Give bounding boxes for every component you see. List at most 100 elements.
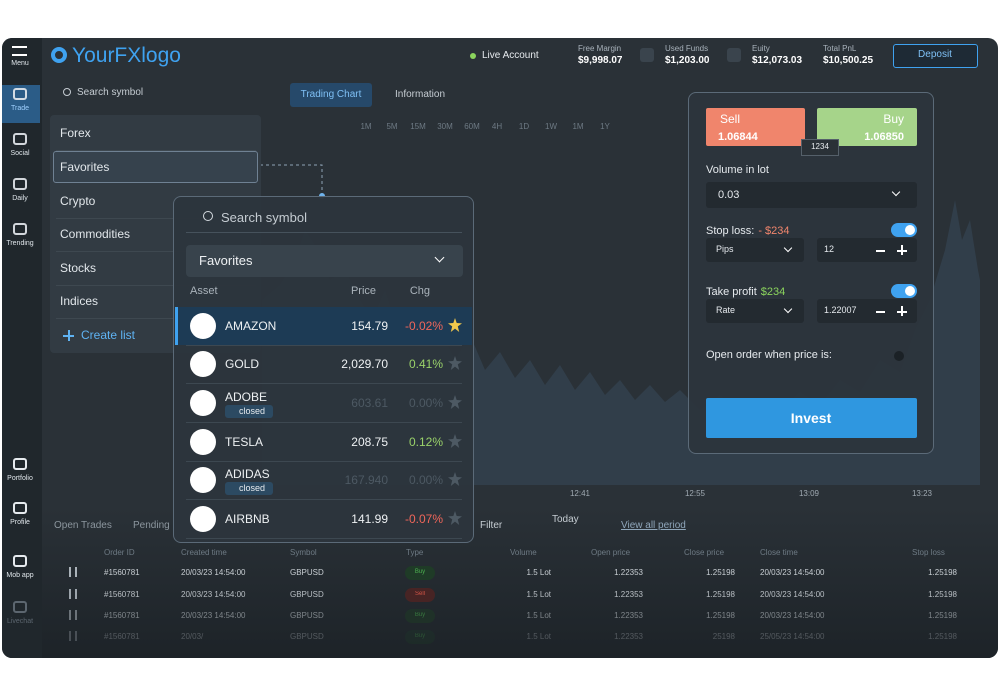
table-cell: 1.25198 bbox=[928, 632, 957, 641]
timeframe[interactable]: 1W bbox=[545, 122, 557, 131]
sell-button[interactable] bbox=[706, 108, 805, 146]
category-item[interactable]: Forex bbox=[60, 126, 91, 140]
value-text[interactable]: 12 bbox=[824, 244, 835, 254]
sidebar-icon bbox=[13, 88, 27, 100]
list-dropdown[interactable] bbox=[186, 245, 463, 277]
table-cell: GBPUSD bbox=[290, 590, 324, 599]
category-item[interactable]: Crypto bbox=[60, 194, 96, 208]
category-item[interactable]: Stocks bbox=[60, 261, 97, 275]
invest-button[interactable] bbox=[706, 398, 917, 438]
row-divider bbox=[186, 345, 462, 346]
table-cell: 1.5 Lot bbox=[526, 632, 551, 641]
category-item[interactable]: Favorites bbox=[60, 160, 110, 174]
chart-tab[interactable]: Information bbox=[395, 89, 446, 100]
asset-name[interactable]: AMAZON bbox=[225, 319, 277, 333]
sidebar-label[interactable]: Livechat bbox=[6, 618, 34, 625]
category-divider bbox=[56, 318, 256, 319]
filter-select[interactable]: Filter bbox=[480, 520, 503, 531]
list-dropdown-label[interactable]: Favorites bbox=[199, 253, 253, 268]
sidebar-bg bbox=[2, 38, 42, 658]
minus-button[interactable] bbox=[876, 250, 885, 252]
unit-label[interactable]: Rate bbox=[716, 305, 736, 315]
sell-label[interactable]: Sell bbox=[720, 112, 741, 126]
unit-select[interactable] bbox=[706, 238, 804, 262]
plus-button[interactable] bbox=[901, 306, 903, 316]
table-header: Created time bbox=[181, 548, 227, 557]
plus-button[interactable] bbox=[901, 245, 903, 255]
timeframe[interactable]: 15M bbox=[410, 122, 426, 131]
asset-name[interactable]: ADIDAS bbox=[225, 467, 270, 481]
deposit-button[interactable] bbox=[893, 44, 978, 68]
column-header[interactable]: Chg bbox=[409, 285, 430, 297]
sidebar-icon bbox=[13, 133, 27, 145]
table-cell: #1560781 bbox=[104, 568, 140, 577]
type-badge bbox=[405, 566, 435, 580]
asset-change: 0.00% bbox=[408, 396, 443, 410]
table-cell: 1.5 Lot bbox=[526, 611, 551, 620]
timeframe[interactable]: 5M bbox=[386, 122, 398, 131]
asset-logo bbox=[190, 351, 216, 377]
timeframe[interactable]: 1M bbox=[360, 122, 372, 131]
sidebar-label[interactable]: Trade bbox=[10, 105, 30, 112]
category-selected[interactable] bbox=[53, 151, 258, 183]
period-select[interactable]: Today bbox=[552, 514, 579, 525]
timeframe[interactable]: 60M bbox=[464, 122, 480, 131]
sidebar-label[interactable]: Profile bbox=[10, 519, 30, 526]
trades-tab[interactable]: Pending bbox=[133, 520, 170, 531]
timeframe[interactable]: 1Y bbox=[600, 122, 610, 131]
table-cell: 20/03/23 14:54:00 bbox=[181, 590, 246, 599]
deposit-label[interactable]: Deposit bbox=[918, 49, 952, 60]
sidebar-label[interactable]: Mob app bbox=[6, 572, 34, 579]
sidebar-label[interactable]: Daily bbox=[12, 195, 28, 202]
table-cell: #1560781 bbox=[104, 590, 140, 599]
asset-name[interactable]: AIRBNB bbox=[225, 512, 270, 526]
unit-select[interactable] bbox=[706, 299, 804, 323]
section-amount: $234 bbox=[760, 286, 786, 298]
section-label: Stop loss: bbox=[706, 225, 755, 237]
buy-label[interactable]: Buy bbox=[883, 112, 904, 126]
sidebar-label[interactable]: Trending bbox=[6, 240, 34, 247]
table-cell: 1.22353 bbox=[614, 611, 643, 620]
column-header[interactable]: Asset bbox=[190, 285, 218, 297]
category-item[interactable]: Indices bbox=[60, 294, 99, 308]
row-icon bbox=[69, 589, 77, 599]
row-selected[interactable] bbox=[175, 307, 472, 345]
value-text[interactable]: 1.22007 bbox=[824, 305, 857, 315]
column-header[interactable]: Price bbox=[350, 285, 376, 297]
category-divider bbox=[56, 251, 256, 252]
search-input[interactable]: Search symbol bbox=[77, 87, 144, 98]
asset-name[interactable]: ADOBE bbox=[225, 390, 268, 404]
time-label: 12:41 bbox=[569, 489, 591, 498]
logo-icon bbox=[51, 47, 67, 63]
type-label: Sell bbox=[414, 591, 426, 597]
unit-label[interactable]: Pips bbox=[716, 244, 734, 254]
tab-active[interactable] bbox=[290, 83, 372, 107]
open-when-radio[interactable] bbox=[894, 351, 904, 361]
create-list[interactable]: Create list bbox=[81, 328, 136, 342]
table-cell: GBPUSD bbox=[290, 632, 324, 641]
volume-value[interactable]: 0.03 bbox=[718, 189, 740, 201]
timeframe[interactable]: 4H bbox=[491, 122, 503, 131]
timeframe[interactable]: 1D bbox=[518, 122, 530, 131]
account-type[interactable]: Live Account bbox=[482, 50, 539, 61]
volume-select[interactable] bbox=[706, 182, 917, 208]
asset-name[interactable]: GOLD bbox=[225, 357, 260, 371]
sidebar-label[interactable]: Portfolio bbox=[7, 475, 33, 482]
buy-price[interactable]: 1.06850 bbox=[864, 131, 904, 143]
invest-label[interactable]: Invest bbox=[790, 410, 832, 426]
asset-price: 167.940 bbox=[344, 473, 388, 487]
timeframe[interactable]: 1M bbox=[572, 122, 584, 131]
chart-tab[interactable]: Trading Chart bbox=[300, 89, 362, 100]
sidebar-label[interactable]: Social bbox=[10, 150, 30, 157]
category-item[interactable]: Commodities bbox=[60, 227, 131, 241]
trades-tab[interactable]: Open Trades bbox=[54, 520, 112, 531]
sidebar-label[interactable]: Menu bbox=[11, 60, 29, 67]
minus-button[interactable] bbox=[876, 311, 885, 313]
table-cell: 25/05/23 14:54:00 bbox=[760, 632, 825, 641]
view-all-link[interactable]: View all period bbox=[621, 520, 686, 531]
popup-search[interactable]: Search symbol bbox=[221, 210, 307, 225]
sell-price[interactable]: 1.06844 bbox=[718, 131, 758, 143]
sidebar-icon bbox=[13, 178, 27, 190]
timeframe[interactable]: 30M bbox=[437, 122, 453, 131]
asset-name[interactable]: TESLA bbox=[225, 435, 264, 449]
